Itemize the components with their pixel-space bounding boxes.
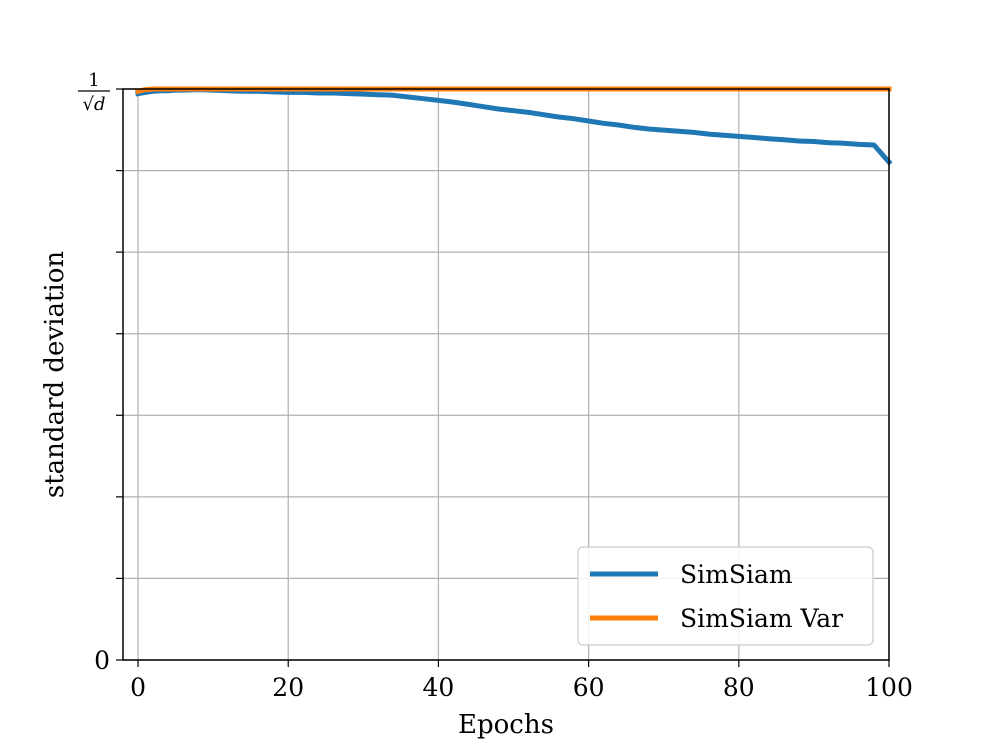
- y-tick-top-numerator: 1: [88, 70, 99, 91]
- plot-lines: [135, 86, 893, 166]
- legend-label-simsiam-var: SimSiam Var: [680, 604, 843, 633]
- x-axis-ticks: 0 20 40 60 80 100: [130, 660, 913, 702]
- x-tick-label: 40: [423, 673, 455, 702]
- x-axis-title: Epochs: [458, 710, 554, 740]
- y-tick-top-denominator: √d: [83, 94, 106, 115]
- legend: SimSiam SimSiam Var: [577, 546, 874, 646]
- legend-label-simsiam: SimSiam: [680, 560, 793, 589]
- y-axis-ticks: [116, 88, 123, 661]
- x-tick-label: 100: [865, 673, 913, 702]
- y-axis-title: standard deviation: [40, 251, 70, 498]
- x-tick-label: 80: [723, 673, 755, 702]
- axes-frame: [122, 88, 890, 661]
- y-tick-top-fraction: 1 √d: [78, 70, 110, 115]
- y-tick-label-zero: 0: [94, 646, 110, 675]
- x-tick-label: 0: [130, 673, 146, 702]
- x-tick-label: 60: [573, 673, 605, 702]
- series-line-simsiam: [135, 87, 893, 166]
- x-tick-label: 20: [272, 673, 304, 702]
